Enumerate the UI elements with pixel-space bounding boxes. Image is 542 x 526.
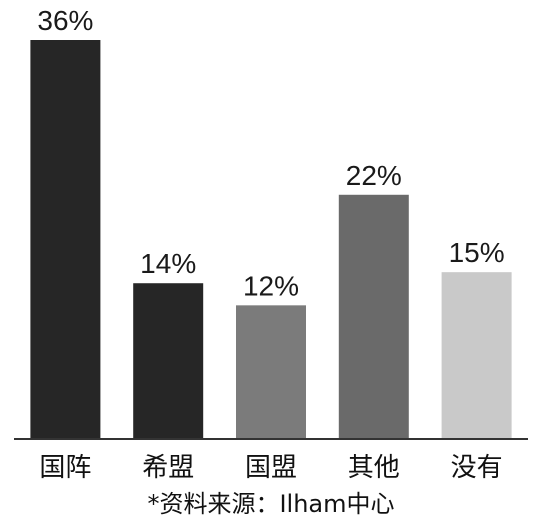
category-labels-group: 国阵 希盟 国盟 其他 没有: [39, 453, 502, 483]
category-label-5: 没有: [451, 453, 503, 483]
bar-1: [30, 40, 101, 438]
value-label-3: 12%: [243, 270, 299, 301]
source-note: *资料来源：Ilham中心: [147, 490, 394, 518]
bar-5: [441, 272, 512, 438]
bar-3: [236, 305, 306, 438]
category-label-1: 国阵: [39, 453, 91, 483]
value-label-1: 36%: [37, 5, 93, 36]
value-label-4: 22%: [346, 160, 402, 191]
category-label-3: 国盟: [245, 453, 297, 483]
bar-2: [133, 283, 204, 438]
value-label-5: 15%: [449, 237, 505, 268]
bar-4: [338, 194, 409, 438]
bars-group: [30, 40, 512, 438]
category-label-4: 其他: [348, 453, 400, 483]
value-label-2: 14%: [140, 248, 196, 279]
category-label-2: 希盟: [142, 453, 194, 483]
value-labels-group: 36% 14% 12% 22% 15%: [37, 5, 504, 301]
